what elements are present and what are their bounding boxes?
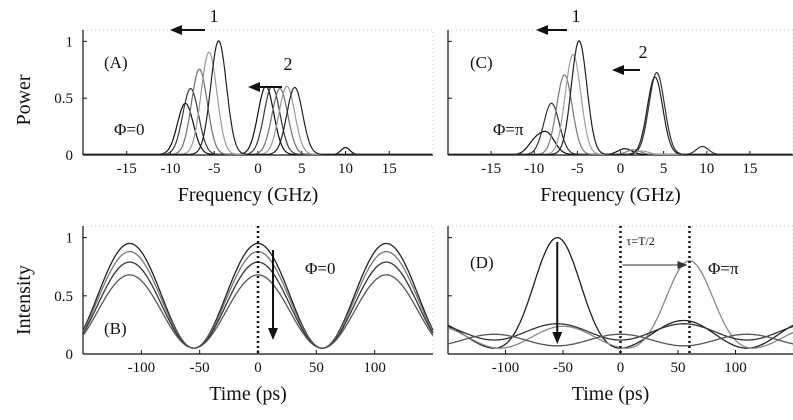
y-tick-label: 0 xyxy=(66,148,74,164)
x-tick-label: 5 xyxy=(660,161,668,177)
panel-label: (C) xyxy=(470,53,493,72)
y-tick-label: 0.5 xyxy=(54,91,73,107)
x-tick-label: 5 xyxy=(298,161,306,177)
ylabel-bottom: Intensity xyxy=(13,265,35,335)
panel-label: (B) xyxy=(104,319,127,338)
series-line-3 xyxy=(448,74,793,155)
series-line-4 xyxy=(83,51,433,155)
x-tick-label: 10 xyxy=(338,161,353,177)
y-tick-label: 0 xyxy=(66,347,74,363)
series-line-5 xyxy=(83,40,433,155)
decrease-arrow-head xyxy=(268,328,278,340)
panel-a: -15 -10 -5 0 5 10 15 0 0.5 1 Frequency (GHz) (A) Φ=0… xyxy=(54,6,434,206)
arrow-1-label: 1 xyxy=(572,6,581,26)
x-tick-label: -15 xyxy=(117,161,137,177)
x-tick-label: -5 xyxy=(208,161,221,177)
x-tick-label: -15 xyxy=(481,161,501,177)
panel-d: -100 -50 0 50 100 Time (ps) τ=T/2 Φ=π (D) xyxy=(447,225,793,405)
phase-label: Φ=π xyxy=(708,259,739,278)
x-axis-title: Frequency (GHz) xyxy=(540,184,681,206)
series-line-4 xyxy=(447,333,793,347)
arrow-2-head xyxy=(248,82,260,92)
x-tick-label: 0 xyxy=(254,161,262,177)
plot-frame xyxy=(447,29,793,156)
x-tick-label: -10 xyxy=(161,161,181,177)
x-tick-label: 15 xyxy=(742,161,757,177)
x-tick-label: 10 xyxy=(699,161,714,177)
x-tick-label: 15 xyxy=(382,161,397,177)
series-line-5 xyxy=(448,40,793,155)
x-tick-label: -100 xyxy=(492,360,520,376)
x-axis-title: Time (ps) xyxy=(572,383,650,405)
phase-label: Φ=π xyxy=(493,120,524,139)
panel-label: (A) xyxy=(104,53,128,72)
panel-c: -15 -10 -5 0 5 10 15 Frequency (GHz) (C) Φ=π 1 2 xyxy=(447,6,793,206)
x-tick-label: 0 xyxy=(617,360,625,376)
arrow-1-head xyxy=(170,25,182,35)
x-tick-label: -5 xyxy=(571,161,584,177)
x-tick-label: -10 xyxy=(524,161,544,177)
x-axis-title: Frequency (GHz) xyxy=(178,184,319,206)
series-line-1 xyxy=(82,242,434,349)
series-line-4 xyxy=(82,274,434,349)
series-line-2 xyxy=(448,71,793,155)
x-tick-label: -50 xyxy=(190,360,210,376)
delay-label: τ=T/2 xyxy=(627,234,655,248)
x-tick-label: 50 xyxy=(671,360,686,376)
y-tick-label: 1 xyxy=(66,34,74,50)
arrow-1-head xyxy=(536,25,548,35)
arrow-2-label: 2 xyxy=(284,54,293,74)
x-tick-label: 0 xyxy=(254,360,262,376)
x-tick-label: 100 xyxy=(724,360,747,376)
arrow-1-label: 1 xyxy=(210,6,219,26)
x-tick-label: 0 xyxy=(617,161,625,177)
plot-frame xyxy=(82,29,434,156)
x-axis-title: Time (ps) xyxy=(209,383,287,405)
phase-label: Φ=0 xyxy=(305,259,336,278)
x-tick-label: 100 xyxy=(363,360,386,376)
phase-label: Φ=0 xyxy=(114,120,145,139)
x-tick-label: 50 xyxy=(309,360,324,376)
y-tick-label: 1 xyxy=(66,231,74,247)
arrow-2-label: 2 xyxy=(639,42,648,62)
panel-label: (D) xyxy=(470,253,494,272)
panel-b: -100 -50 0 50 100 0 0.5 1 Time (ps) Φ=0 (B) xyxy=(54,225,434,405)
y-tick-label: 0.5 xyxy=(54,289,73,305)
delay-arrow-head xyxy=(677,261,688,269)
x-tick-label: -100 xyxy=(128,360,156,376)
series-line-3 xyxy=(447,323,793,341)
ylabel-top: Power xyxy=(13,74,35,125)
decrease-arrow-head xyxy=(552,332,563,344)
arrow-2-head xyxy=(612,65,624,75)
x-tick-label: -50 xyxy=(553,360,573,376)
